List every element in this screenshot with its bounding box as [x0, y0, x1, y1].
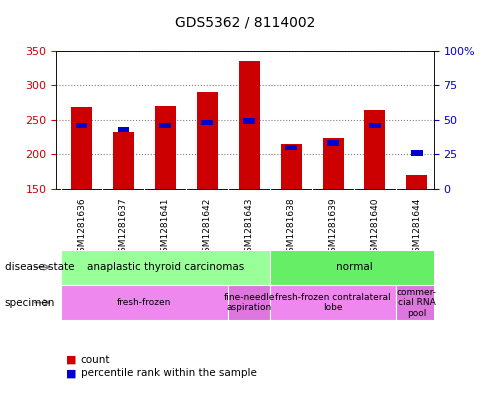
Bar	[406, 175, 427, 189]
Text: percentile rank within the sample: percentile rank within the sample	[81, 368, 257, 378]
Bar	[327, 140, 339, 146]
Text: disease state: disease state	[5, 262, 74, 272]
Text: commer-
cial RNA
pool: commer- cial RNA pool	[397, 288, 437, 318]
Text: anaplastic thyroid carcinomas: anaplastic thyroid carcinomas	[87, 262, 244, 272]
Bar	[61, 250, 270, 285]
Bar	[197, 92, 218, 189]
Text: GSM1281636: GSM1281636	[77, 198, 86, 259]
Text: GDS5362 / 8114002: GDS5362 / 8114002	[175, 16, 315, 30]
Bar	[411, 150, 423, 156]
Bar	[369, 123, 381, 128]
Text: specimen: specimen	[5, 298, 55, 308]
Bar	[118, 127, 129, 132]
Bar	[244, 118, 255, 124]
Bar	[71, 107, 92, 189]
Bar	[113, 132, 134, 189]
Text: GSM1281637: GSM1281637	[119, 198, 128, 259]
Bar	[159, 123, 171, 128]
Bar	[396, 285, 438, 320]
Bar	[281, 144, 301, 189]
Text: count: count	[81, 354, 110, 365]
Text: GSM1281641: GSM1281641	[161, 198, 170, 258]
Text: ■: ■	[66, 354, 76, 365]
Text: GSM1281638: GSM1281638	[287, 198, 295, 259]
Bar	[322, 138, 343, 189]
Text: normal: normal	[336, 262, 372, 272]
Text: GSM1281642: GSM1281642	[203, 198, 212, 258]
Bar	[285, 145, 297, 150]
Bar	[228, 285, 270, 320]
Text: GSM1281639: GSM1281639	[328, 198, 338, 259]
Bar	[155, 106, 176, 189]
Text: fresh-frozen contralateral
lobe: fresh-frozen contralateral lobe	[275, 293, 391, 312]
Text: fresh-frozen: fresh-frozen	[117, 298, 172, 307]
Bar	[270, 285, 396, 320]
Bar	[201, 120, 213, 125]
Bar	[239, 61, 260, 189]
Text: fine-needle
aspiration: fine-needle aspiration	[223, 293, 275, 312]
Bar	[270, 250, 438, 285]
Bar	[365, 110, 386, 189]
Bar	[61, 285, 228, 320]
Text: GSM1281643: GSM1281643	[245, 198, 254, 258]
Text: GSM1281640: GSM1281640	[370, 198, 379, 258]
Text: GSM1281644: GSM1281644	[413, 198, 421, 258]
Text: ■: ■	[66, 368, 76, 378]
Bar	[75, 123, 87, 128]
